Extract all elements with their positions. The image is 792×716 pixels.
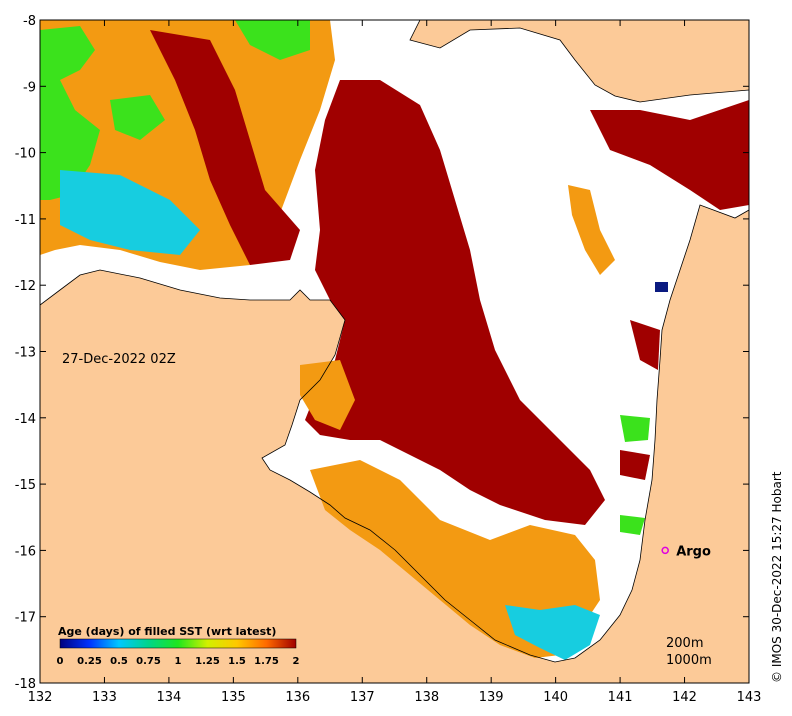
legend-tick-label: 0.25 [77, 656, 102, 667]
x-tick-label: 141 [608, 690, 633, 705]
y-tick-label: -13 [15, 346, 36, 361]
y-tick-label: -16 [15, 544, 36, 559]
sst-age-green-west [40, 26, 100, 200]
y-tick-label: -14 [15, 412, 36, 427]
legend-tick-label: 1.5 [228, 656, 246, 667]
sst-age-green-east-2 [620, 515, 645, 535]
x-tick-label: 138 [414, 690, 439, 705]
legend-tick-label: 0.75 [136, 656, 161, 667]
legend-tick-labels: 0 0.25 0.5 0.75 1 1.25 1.5 1.75 2 [57, 656, 300, 667]
x-tick-label: 142 [672, 690, 697, 705]
y-tick-label: -8 [23, 14, 36, 29]
legend-tick-label: 1.75 [254, 656, 279, 667]
x-tick-label: 136 [285, 690, 310, 705]
legend-tick-label: 0 [57, 656, 64, 667]
y-tick-label: -10 [15, 147, 36, 162]
y-tick-label: -9 [23, 80, 36, 95]
depth-label-1000m: 1000m [666, 653, 712, 668]
sst-age-green-east [620, 415, 650, 442]
sst-age-cyan-south [505, 605, 600, 660]
x-tick-label: 137 [350, 690, 375, 705]
y-tick-label: -12 [15, 279, 36, 294]
coastline [40, 204, 749, 663]
sst-age-green-north [235, 20, 310, 60]
map-area [40, 20, 749, 683]
sst-age-darkred-central [305, 80, 605, 525]
sst-age-navy-speck [655, 282, 668, 292]
legend-tick-label: 1.25 [195, 656, 220, 667]
sst-age-green-west-2 [110, 95, 165, 140]
legend-tick-label: 0.5 [110, 656, 128, 667]
depth-label-200m: 200m [666, 636, 703, 651]
x-tick-label: 143 [737, 690, 762, 705]
x-tick-label: 135 [221, 690, 246, 705]
sst-age-orange-gulf-center [568, 185, 615, 275]
x-tick-label: 132 [28, 690, 53, 705]
y-axis-labels: -8 -9 -10 -11 -12 -13 -14 -15 -16 -17 -18 [15, 14, 36, 692]
legend-tick-label: 1 [175, 656, 182, 667]
sst-age-orange-gulf-west [300, 360, 355, 430]
argo-marker [661, 546, 669, 555]
sst-age-darkred-arnhem [150, 30, 300, 265]
legend-title: Age (days) of filled SST (wrt latest) [58, 625, 276, 638]
y-tick-label: -15 [15, 478, 36, 493]
y-tick-label: -17 [15, 611, 36, 626]
date-label: 27-Dec-2022 02Z [62, 352, 176, 367]
x-tick-label: 139 [479, 690, 504, 705]
sst-age-cyan-west [60, 170, 200, 255]
legend-tick-label: 2 [293, 656, 300, 667]
x-axis-labels: 132 133 134 135 136 137 138 139 140 141 142 143 [28, 690, 762, 705]
argo-label: Argo [676, 544, 711, 559]
sst-age-darkred-south [620, 450, 650, 480]
coastline-north [409, 20, 749, 103]
y-tick-label: -18 [15, 677, 36, 692]
x-tick-label: 140 [543, 690, 568, 705]
x-tick-label: 134 [156, 690, 181, 705]
sst-age-darkred-capeyork-coast [630, 320, 660, 370]
axis-ticks [39, 19, 750, 684]
legend-colorbar [59, 638, 297, 649]
x-tick-label: 133 [92, 690, 117, 705]
credit-text: © IMOS 30-Dec-2022 15:27 Hobart [770, 471, 784, 683]
sst-age-darkred-east [590, 100, 749, 210]
y-tick-label: -11 [15, 213, 36, 228]
